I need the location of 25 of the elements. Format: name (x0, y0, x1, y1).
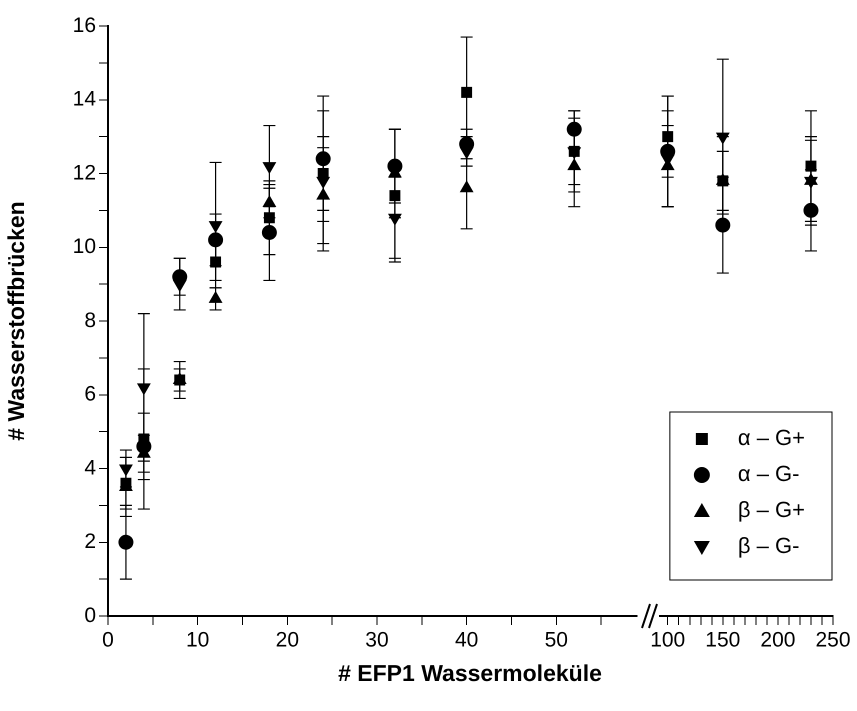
y-tick-label: 16 (72, 14, 96, 37)
y-tick-label: 4 (84, 456, 96, 480)
y-tick-label: 12 (72, 161, 96, 184)
x-tick-label: 30 (365, 628, 389, 652)
y-tick-label: 6 (84, 382, 96, 406)
x-tick-label: 40 (454, 628, 478, 652)
x-tick-label: 10 (186, 628, 210, 652)
x-tick-label: 50 (544, 628, 568, 652)
x-tick-label: 200 (760, 628, 796, 652)
y-tick-label: 8 (84, 308, 96, 332)
x-tick-label: 150 (705, 628, 740, 652)
y-axis-title: # Wasserstoffbrücken (3, 201, 30, 441)
x-tick-label: 100 (650, 628, 686, 652)
legend-label: α – G- (738, 461, 800, 486)
y-tick-label: 2 (84, 530, 96, 554)
x-tick-label: 20 (276, 628, 299, 652)
y-tick-label: 10 (72, 235, 96, 258)
x-tick-label: 250 (815, 628, 851, 652)
y-tick-label: 0 (84, 604, 96, 627)
legend-label: β – G+ (738, 497, 805, 522)
x-axis-title: # EFP1 Wassermoleküle (337, 660, 603, 687)
x-tick-label: 0 (102, 628, 114, 652)
legend-label: α – G+ (738, 425, 805, 450)
y-tick-label: 14 (72, 88, 96, 111)
legend-label: β – G- (738, 533, 800, 558)
